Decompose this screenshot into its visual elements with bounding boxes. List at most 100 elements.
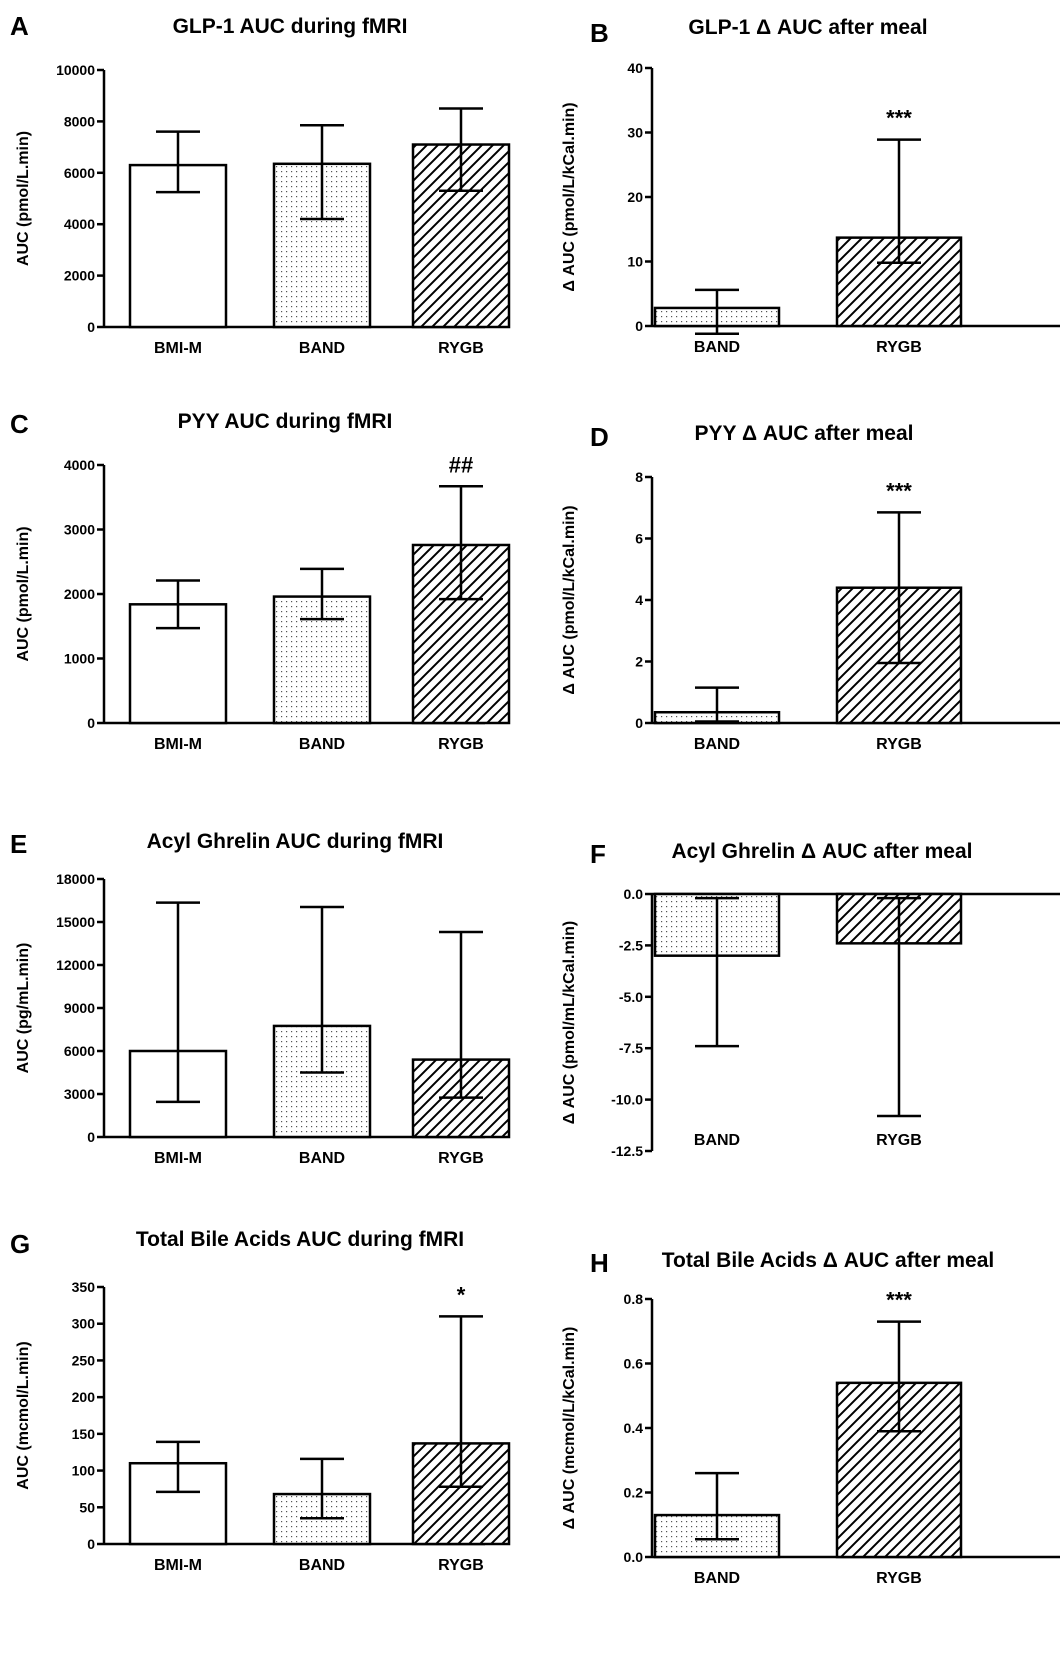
y-tick-label: 8000 [64,113,95,129]
chart-panel-e: E Acyl Ghrelin AUC during fMRI AUC (pg/mL.… [10,829,511,1167]
category-label: BAND [299,1557,345,1574]
y-tick-label: 40 [627,60,643,76]
y-tick-label: -10.0 [611,1092,643,1108]
category-label: RYGB [438,1150,484,1167]
y-tick-label: 9000 [64,1000,95,1016]
chart-title: GLP-1 Δ AUC after meal [688,16,927,39]
y-tick-label: 3000 [64,522,95,538]
y-axis-label: AUC (pg/mL.min) [15,943,32,1074]
chart-title: PYY AUC during fMRI [178,410,393,433]
category-label: BAND [299,340,345,357]
category-label: BAND [299,736,345,753]
y-tick-label: 2000 [64,268,95,284]
y-tick-label: 0 [635,715,643,731]
y-tick-label: 100 [72,1463,96,1479]
category-label: RYGB [438,340,484,357]
category-label: BAND [694,339,740,356]
y-tick-label: -7.5 [619,1040,643,1056]
panel-letter: D [590,422,609,452]
y-axis-label: AUC (mcmol/L.min) [15,1341,32,1489]
y-axis-label: AUC (pmol/L.min) [15,526,32,661]
y-axis-label: Δ AUC (pmol/mL/kCal.min) [561,921,578,1125]
category-label: RYGB [876,339,922,356]
category-label: RYGB [876,1570,922,1587]
category-label: BMI-M [154,1557,202,1574]
chart-panel-a: A GLP-1 AUC during fMRI AUC (pmol/L.min) 0 2… [10,11,511,357]
y-tick-label: 2 [635,654,643,670]
panel-letter: H [590,1248,609,1278]
y-tick-label: 10 [627,254,643,270]
panel-letter: E [10,829,27,859]
y-tick-label: 0.8 [624,1291,644,1307]
y-tick-label: 6000 [64,1043,95,1059]
y-tick-label: 4 [635,592,643,608]
significance-marker: ## [449,452,473,477]
y-tick-label: 300 [72,1316,96,1332]
y-tick-label: 0.2 [624,1485,644,1501]
category-label: BMI-M [154,1150,202,1167]
category-label: BAND [299,1150,345,1167]
panels-root: A GLP-1 AUC during fMRI AUC (pmol/L.min) 0 2… [10,11,1060,1587]
category-label: BAND [694,1132,740,1149]
y-tick-label: 3000 [64,1086,95,1102]
category-label: RYGB [876,736,922,753]
y-tick-label: -5.0 [619,989,643,1005]
y-tick-label: 200 [72,1389,96,1405]
y-axis-label: Δ AUC (pmol/L/kCal.min) [561,102,578,291]
chart-panel-b: B GLP-1 Δ AUC after meal Δ AUC (pmol/L/kCa… [561,16,1060,356]
category-label: BMI-M [154,736,202,753]
y-tick-label: -12.5 [611,1143,643,1159]
y-axis-label: Δ AUC (pmol/L/kCal.min) [561,505,578,694]
significance-marker: *** [886,106,912,131]
y-tick-label: 0 [635,318,643,334]
y-tick-label: 0.0 [624,1549,644,1565]
chart-title: GLP-1 AUC during fMRI [173,15,408,38]
y-tick-label: 18000 [56,871,95,887]
chart-title: PYY Δ AUC after meal [695,422,914,445]
y-tick-label: -2.5 [619,937,643,953]
y-axis-label: Δ AUC (mcmol/L/kCal.min) [561,1327,578,1530]
y-tick-label: 50 [79,1499,95,1515]
y-axis-label: AUC (pmol/L.min) [15,131,32,266]
significance-marker: *** [886,1288,912,1313]
y-tick-label: 6000 [64,165,95,181]
significance-marker: *** [886,478,912,503]
panel-letter: C [10,409,29,439]
y-tick-label: 250 [72,1352,96,1368]
chart-title: Acyl Ghrelin Δ AUC after meal [671,840,972,863]
chart-title: Total Bile Acids AUC during fMRI [136,1228,464,1251]
y-tick-label: 0.6 [624,1356,644,1372]
y-tick-label: 0 [87,1129,95,1145]
chart-panel-h: H Total Bile Acids Δ AUC after meal Δ AUC … [561,1248,1060,1587]
y-tick-label: 150 [72,1426,96,1442]
y-tick-label: 20 [627,189,643,205]
y-tick-label: 1000 [64,651,95,667]
chart-panel-d: D PYY Δ AUC after meal Δ AUC (pmol/L/kCal.… [561,422,1060,753]
category-label: BAND [694,1570,740,1587]
panel-letter: G [10,1229,30,1259]
y-tick-label: 0 [87,715,95,731]
chart-panel-g: G Total Bile Acids AUC during fMRI AUC (mc… [10,1228,511,1574]
y-tick-label: 350 [72,1279,96,1295]
y-tick-label: 0 [87,319,95,335]
y-tick-label: 15000 [56,914,95,930]
y-tick-label: 0 [87,1536,95,1552]
y-tick-label: 10000 [56,62,95,78]
category-label: RYGB [876,1132,922,1149]
chart-title: Total Bile Acids Δ AUC after meal [662,1249,995,1272]
y-tick-label: 12000 [56,957,95,973]
category-label: BMI-M [154,340,202,357]
y-tick-label: 6 [635,531,643,547]
significance-marker: * [457,1282,466,1307]
chart-panel-c: C PYY AUC during fMRI AUC (pmol/L.min) 0 100… [10,409,511,753]
y-tick-label: 0.0 [624,886,644,902]
y-tick-label: 2000 [64,586,95,602]
chart-panel-f: F Acyl Ghrelin Δ AUC after meal Δ AUC (pmo… [561,839,1060,1159]
y-tick-label: 8 [635,469,643,485]
category-label: RYGB [438,736,484,753]
y-tick-label: 0.4 [624,1420,644,1436]
y-tick-label: 30 [627,125,643,141]
panel-letter: F [590,839,606,869]
y-tick-label: 4000 [64,457,95,473]
